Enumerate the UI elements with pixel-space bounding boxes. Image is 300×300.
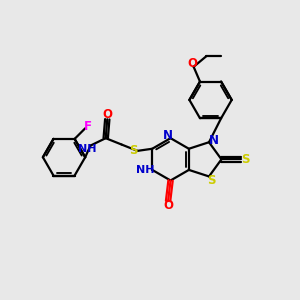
Text: N: N: [209, 134, 219, 147]
Text: NH: NH: [136, 165, 155, 175]
Text: NH: NH: [77, 144, 96, 154]
Text: S: S: [241, 153, 249, 166]
Text: O: O: [187, 57, 197, 70]
Text: O: O: [102, 108, 112, 122]
Text: O: O: [163, 199, 173, 212]
Text: S: S: [207, 174, 216, 187]
Text: N: N: [163, 129, 173, 142]
Text: F: F: [84, 120, 92, 133]
Text: S: S: [130, 144, 138, 158]
